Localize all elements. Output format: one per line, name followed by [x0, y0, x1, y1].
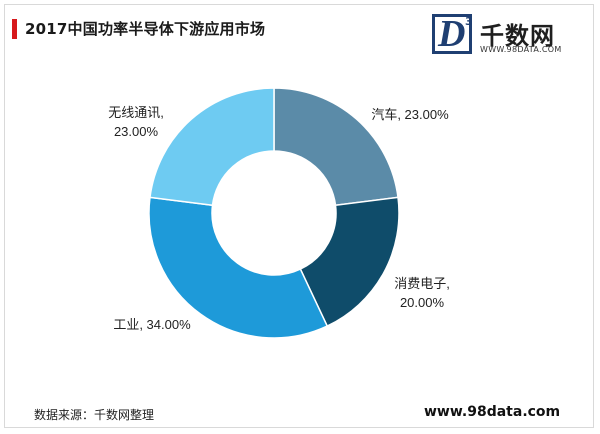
slice-label-3: 无线通讯, 23.00%: [108, 105, 164, 139]
slice-2: [148, 196, 329, 339]
logo-letter: D: [438, 13, 466, 55]
data-source: 数据来源：千数网整理: [34, 408, 155, 422]
logo-mark-icon: D 3: [432, 13, 473, 55]
slice-3: [149, 87, 275, 207]
slice-0: [273, 87, 399, 207]
slice-label-2: 工业, 34.00%: [113, 317, 191, 332]
slice-label-0: 汽车, 23.00%: [371, 107, 449, 122]
title-bar: 2017中国功率半导体下游应用市场: [12, 18, 265, 39]
slice-label-1: 消费电子, 20.00%: [394, 276, 450, 310]
chart-frame: [4, 4, 594, 428]
logo-name: 千数网: [480, 22, 555, 50]
brand-logo: D 3 千数网 WWW.98DATA.COM: [432, 12, 582, 58]
chart-title: 2017中国功率半导体下游应用市场: [25, 20, 266, 38]
slice-1: [299, 196, 400, 328]
logo-superscript: 3: [465, 15, 473, 28]
website-url: www.98data.com: [424, 404, 561, 420]
title-accent-bar: [12, 18, 17, 39]
logo-url: WWW.98DATA.COM: [480, 45, 562, 54]
